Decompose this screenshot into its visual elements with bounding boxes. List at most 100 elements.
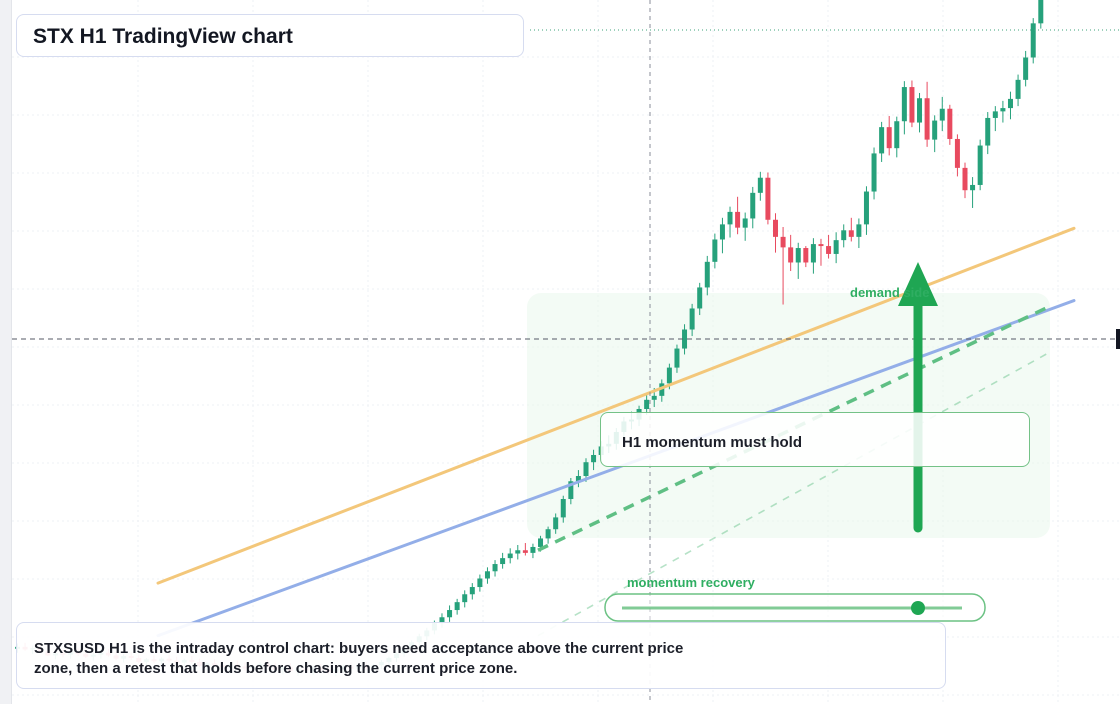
candle	[894, 116, 900, 158]
candle	[560, 495, 566, 523]
candle-body	[697, 287, 703, 309]
candle	[977, 139, 983, 191]
candle-body	[886, 127, 892, 149]
candle	[704, 255, 710, 296]
candle-body	[735, 211, 741, 228]
candle	[985, 112, 991, 155]
candle-body	[856, 224, 862, 237]
candle	[909, 80, 915, 128]
candle-body	[666, 367, 672, 384]
candle	[697, 282, 703, 316]
candle-body	[932, 120, 938, 140]
candle-body	[538, 538, 544, 547]
candle-body	[871, 153, 877, 192]
candle-body	[939, 108, 945, 121]
candle	[750, 186, 756, 229]
candle	[833, 232, 839, 264]
candle-body	[742, 218, 748, 228]
candle-body	[591, 454, 597, 463]
candle	[1007, 91, 1013, 120]
candle-body	[583, 462, 589, 477]
candle	[447, 605, 453, 622]
demand-zone-label: demand side	[850, 285, 930, 300]
candle	[886, 115, 892, 156]
candle-body	[947, 108, 953, 139]
candle	[545, 526, 551, 544]
candle-body	[917, 98, 923, 123]
candle-body	[674, 348, 680, 368]
candle-body	[545, 529, 551, 539]
candle-body	[841, 230, 847, 241]
candle-body	[530, 546, 536, 553]
candle	[863, 186, 869, 235]
candle	[742, 212, 748, 241]
candle	[810, 238, 816, 274]
candle	[659, 379, 665, 402]
candle-body	[863, 191, 869, 225]
candle-body	[750, 192, 756, 219]
candle-body	[773, 219, 778, 237]
candle	[1030, 18, 1036, 64]
candle-body	[924, 98, 930, 140]
candle	[674, 344, 680, 373]
candle	[712, 233, 718, 269]
candle	[932, 115, 938, 153]
candle	[992, 106, 998, 132]
candle	[522, 543, 528, 556]
candle	[591, 449, 597, 471]
candle-body	[689, 308, 695, 330]
candle	[871, 147, 877, 200]
candle-body	[970, 184, 976, 191]
candle	[924, 81, 930, 147]
candle-body	[439, 617, 445, 624]
candle-body	[553, 517, 559, 530]
candle-body	[704, 261, 710, 288]
candle	[947, 104, 953, 145]
candle-body	[477, 578, 483, 588]
left-edge-panel	[0, 0, 12, 704]
candle	[841, 224, 847, 248]
momentum-callout: H1 momentum must hold	[600, 412, 1030, 467]
candle	[788, 234, 794, 272]
current-price-tag	[1116, 329, 1120, 349]
momentum-zone-label: momentum recovery	[627, 575, 755, 590]
candle-body	[833, 240, 839, 254]
candle-body	[780, 236, 786, 248]
candle-body	[848, 230, 854, 237]
candle	[469, 583, 475, 600]
candle	[1000, 100, 1006, 123]
candle-body	[568, 481, 574, 500]
candle-body	[522, 550, 528, 553]
candle	[727, 206, 733, 238]
candle-body	[515, 550, 521, 554]
candle	[454, 598, 460, 615]
candle	[1015, 74, 1021, 107]
candle-body	[560, 499, 566, 518]
candle-body	[894, 121, 900, 149]
candle	[644, 395, 650, 415]
candle-body	[492, 564, 498, 572]
candle-body	[1038, 0, 1044, 24]
candle	[500, 552, 506, 569]
candle-body	[469, 587, 475, 595]
candle-body	[644, 399, 650, 409]
candle	[1038, 0, 1044, 29]
candle-body	[462, 594, 468, 603]
candle	[757, 171, 763, 201]
candle-body	[659, 383, 665, 396]
candle-body	[447, 610, 453, 618]
chart-title-box: STX H1 TradingView chart	[16, 14, 524, 57]
candle-body	[795, 248, 801, 263]
candle	[939, 96, 945, 132]
candle-body	[682, 329, 688, 349]
candle	[484, 567, 490, 584]
candle-body	[757, 177, 763, 193]
candle-body	[1007, 98, 1013, 109]
candle-body	[810, 244, 816, 263]
candle-body	[765, 177, 771, 220]
candle	[879, 121, 885, 162]
candle-body	[788, 247, 794, 263]
candle-body	[575, 476, 581, 482]
candle-body	[719, 224, 725, 240]
